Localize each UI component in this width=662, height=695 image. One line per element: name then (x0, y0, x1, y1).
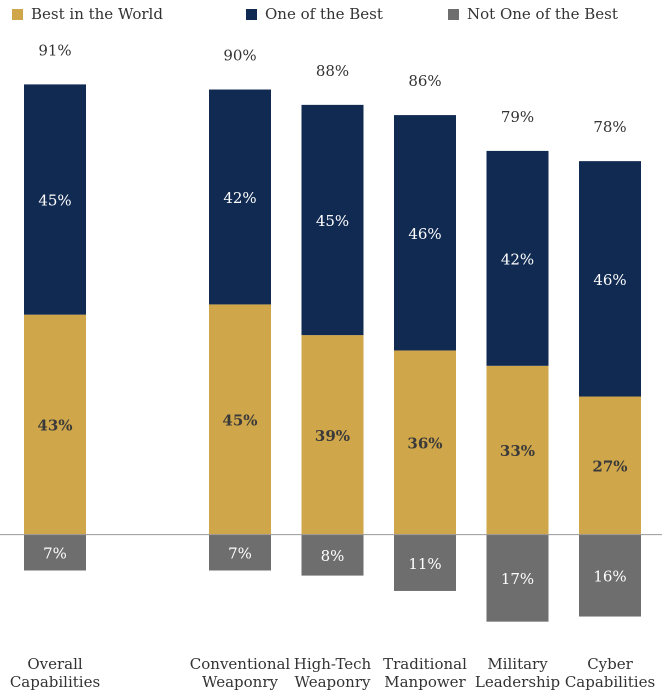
legend-label: Best in the World (31, 5, 163, 23)
bar-segment (24, 314, 86, 535)
total-label: 88% (316, 62, 349, 80)
total-label: 86% (408, 72, 441, 90)
value-label: 46% (408, 225, 441, 243)
x-tick-label: Conventional Weaponry (190, 655, 291, 691)
legend-swatch (246, 9, 257, 20)
bar-segment (394, 350, 456, 535)
bar-segment (394, 534, 456, 591)
total-label: 78% (593, 118, 626, 136)
value-label: 11% (408, 555, 441, 573)
x-tick-label: Overall Capabilities (10, 655, 100, 691)
value-label: 42% (501, 250, 534, 268)
value-label: 45% (222, 412, 257, 430)
value-label: 45% (38, 192, 71, 210)
bar-segment (24, 534, 86, 571)
value-label: 43% (37, 417, 72, 435)
x-tick-label: Military Leadership (475, 655, 560, 691)
total-label: 91% (38, 41, 71, 59)
value-label: 7% (43, 545, 67, 563)
bar-segment (301, 534, 364, 576)
bar-segment (209, 304, 271, 535)
legend-swatch (448, 9, 459, 20)
value-label: 27% (592, 458, 627, 476)
legend-label: Not One of the Best (467, 5, 618, 23)
bar-segment (24, 84, 86, 315)
bar-segment (209, 89, 271, 305)
bar-segment (579, 534, 641, 617)
value-label: 46% (593, 271, 626, 289)
value-label: 39% (315, 427, 350, 445)
bar-segment (209, 534, 271, 571)
x-tick-label: Cyber Capabilities (565, 655, 655, 691)
bar-segment (301, 335, 364, 535)
value-label: 7% (228, 545, 252, 563)
x-tick-label: Traditional Manpower (383, 655, 467, 691)
value-label: 45% (316, 212, 349, 230)
total-label: 79% (501, 108, 534, 126)
bar-segment (486, 365, 549, 535)
bar-segment (394, 115, 456, 351)
bar-segment (301, 104, 364, 336)
bar-segment (579, 161, 641, 397)
value-label: 36% (407, 435, 442, 453)
total-label: 90% (223, 47, 256, 65)
bar-segment (579, 396, 641, 535)
value-label: 17% (501, 570, 534, 588)
x-tick-label: High-Tech Weaponry (294, 655, 372, 691)
bar-segment (486, 150, 549, 366)
legend-label: One of the Best (265, 5, 383, 23)
value-label: 8% (321, 547, 345, 565)
value-label: 33% (500, 442, 535, 460)
value-label: 16% (593, 568, 626, 586)
value-label: 42% (223, 189, 256, 207)
legend-swatch (12, 9, 23, 20)
bar-segment (486, 534, 549, 622)
